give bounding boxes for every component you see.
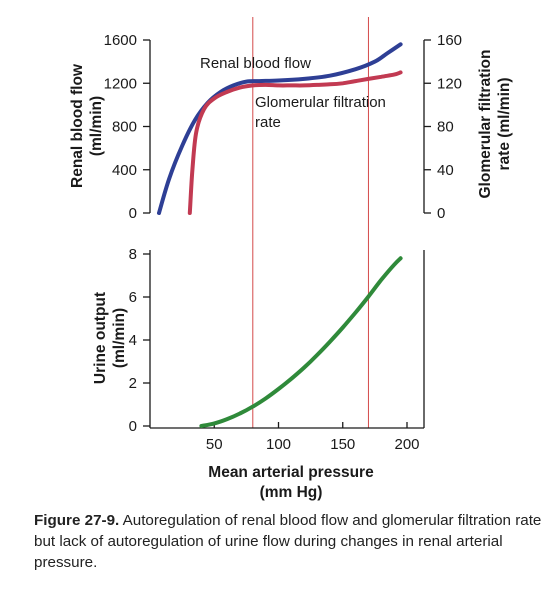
bottom-left-tick-label-0: 0 xyxy=(129,418,137,435)
caption-label: Figure 27-9. xyxy=(34,512,119,529)
xlabel-line2: (mm Hg) xyxy=(260,484,323,501)
x-tick-label-1: 100 xyxy=(266,436,291,453)
top-right-tick-label-1: 40 xyxy=(437,162,454,179)
top-left-ticks: 0 400 800 1200 1600 xyxy=(104,32,150,222)
top-left-tick-label-4: 1600 xyxy=(104,32,137,49)
top-right-tick-label-0: 0 xyxy=(437,205,445,222)
bottom-ylabel-line1: Urine output xyxy=(92,292,109,384)
top-left-tick-label-0: 0 xyxy=(129,205,137,222)
annotation-renal-blood-flow: Renal blood flow xyxy=(200,55,311,72)
top-right-tick-label-3: 120 xyxy=(437,75,462,92)
x-tick-label-3: 200 xyxy=(394,436,419,453)
top-right-tick-label-2: 80 xyxy=(437,119,454,136)
figure-caption: Figure 27-9. Autoregulation of renal blo… xyxy=(34,510,550,573)
bottom-x-ticks: 50 100 150 200 xyxy=(206,422,420,453)
annotation-gfr-line1: Glomerular filtration xyxy=(255,94,386,111)
top-right-tick-label-4: 160 xyxy=(437,32,462,49)
bottom-left-ticks: 0 2 4 6 8 xyxy=(129,246,150,435)
bottom-left-tick-label-3: 6 xyxy=(129,289,137,306)
figure-canvas: 0 400 800 1200 1600 0 40 80 120 160 0 2 4 6 8 50 100 1… xyxy=(0,0,556,510)
top-left-tick-label-1: 400 xyxy=(112,162,137,179)
xlabel-line1: Mean arterial pressure xyxy=(208,464,374,481)
x-tick-label-2: 150 xyxy=(330,436,355,453)
top-left-tick-label-3: 1200 xyxy=(104,75,137,92)
bottom-ylabel-line2: (ml/min) xyxy=(111,308,128,368)
top-right-ticks: 0 40 80 120 160 xyxy=(424,32,462,222)
bottom-left-tick-label-4: 8 xyxy=(129,246,137,263)
top-right-ylabel-line1: Glomerular filtration xyxy=(477,50,494,199)
top-right-ylabel-line2: rate (ml/min) xyxy=(496,77,513,170)
top-left-tick-label-2: 800 xyxy=(112,119,137,136)
bottom-left-tick-label-2: 4 xyxy=(129,332,137,349)
bottom-left-tick-label-1: 2 xyxy=(129,375,137,392)
series-urine-output xyxy=(201,258,400,426)
top-left-ylabel-line2: (ml/min) xyxy=(88,96,105,156)
x-tick-label-0: 50 xyxy=(206,436,223,453)
annotation-gfr-line2: rate xyxy=(255,114,281,131)
top-left-ylabel-line1: Renal blood flow xyxy=(69,63,86,188)
